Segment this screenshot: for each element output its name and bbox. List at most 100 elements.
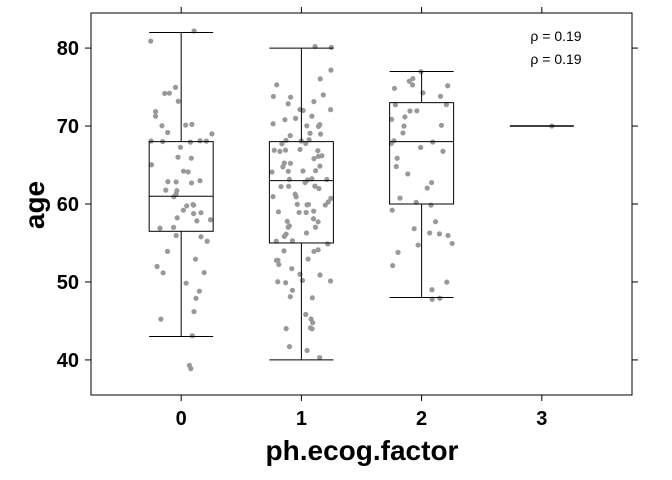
data-point xyxy=(407,108,413,114)
data-point xyxy=(297,146,303,153)
data-point xyxy=(281,248,287,254)
data-point xyxy=(180,168,187,174)
data-point xyxy=(325,241,331,247)
data-point xyxy=(313,168,319,174)
data-point xyxy=(406,78,412,84)
box-2 xyxy=(389,70,455,299)
data-point xyxy=(411,226,417,232)
data-point xyxy=(174,188,180,194)
data-point xyxy=(283,231,289,237)
data-point xyxy=(393,163,399,170)
data-point xyxy=(203,138,209,144)
data-point xyxy=(164,248,171,254)
data-point xyxy=(285,224,291,230)
data-point xyxy=(198,210,204,216)
y-axis: 40 50 60 70 80 xyxy=(57,38,638,372)
data-point xyxy=(402,114,408,120)
data-point xyxy=(424,185,430,191)
data-point xyxy=(173,179,179,185)
data-point xyxy=(152,109,159,115)
data-point xyxy=(304,123,310,129)
data-point xyxy=(305,256,311,262)
y-tick-label-60: 60 xyxy=(57,194,79,216)
data-point xyxy=(312,224,319,230)
data-point xyxy=(287,133,293,139)
data-point xyxy=(194,218,200,224)
data-point xyxy=(278,183,284,190)
data-point xyxy=(315,148,321,154)
data-point xyxy=(163,187,169,193)
jitter-points xyxy=(148,28,555,372)
data-point xyxy=(191,309,197,315)
box-0 xyxy=(148,31,214,338)
data-point xyxy=(293,115,299,121)
y-axis-title: age xyxy=(19,181,50,229)
x-axis-title: ph.ecog.factor xyxy=(266,435,459,466)
data-point xyxy=(189,333,195,339)
data-point xyxy=(397,195,403,201)
data-point xyxy=(317,354,323,361)
data-point xyxy=(282,117,288,123)
data-point xyxy=(300,168,306,174)
data-point xyxy=(180,207,186,213)
data-point xyxy=(270,194,276,200)
data-point xyxy=(175,98,181,104)
data-point xyxy=(287,294,293,300)
data-point xyxy=(282,147,289,153)
data-point xyxy=(289,266,295,272)
data-point xyxy=(296,209,302,216)
data-point xyxy=(204,238,210,244)
data-point xyxy=(303,209,309,216)
data-point xyxy=(310,320,316,326)
data-point xyxy=(307,130,313,136)
data-point xyxy=(192,256,199,262)
data-point xyxy=(277,148,283,154)
data-point xyxy=(159,123,165,129)
data-point xyxy=(283,326,289,332)
data-point xyxy=(160,270,166,276)
annotation-rho-2: ρ = 0.19 xyxy=(530,51,581,67)
x-tick-label-1: 1 xyxy=(296,408,307,430)
data-point xyxy=(299,277,306,284)
y-tick-label-50: 50 xyxy=(57,272,79,294)
data-point xyxy=(287,160,294,166)
data-point xyxy=(165,179,171,185)
data-point xyxy=(173,232,179,239)
data-point xyxy=(316,185,322,192)
data-point xyxy=(328,67,334,73)
data-point xyxy=(175,154,181,160)
data-point xyxy=(184,203,190,209)
box-rect-1 xyxy=(268,141,334,244)
data-point xyxy=(309,295,315,301)
data-point xyxy=(418,144,424,151)
box-1 xyxy=(268,47,334,361)
data-point xyxy=(328,44,334,50)
data-point xyxy=(287,94,294,100)
data-point xyxy=(391,85,398,91)
data-point xyxy=(275,209,282,215)
data-point xyxy=(162,90,168,97)
data-point xyxy=(324,176,330,183)
data-point xyxy=(154,263,160,270)
data-point xyxy=(322,202,328,208)
data-point xyxy=(148,162,155,168)
data-point xyxy=(304,347,310,354)
data-point xyxy=(414,108,420,114)
data-point xyxy=(186,362,192,368)
data-point xyxy=(197,138,203,144)
data-point xyxy=(306,137,312,143)
box-rect-0 xyxy=(148,141,214,232)
data-point xyxy=(172,84,179,90)
x-axis: 0 1 2 3 xyxy=(176,7,547,430)
data-point xyxy=(170,224,177,230)
data-point xyxy=(303,311,309,318)
data-point xyxy=(443,102,450,108)
data-point xyxy=(294,201,300,207)
data-point xyxy=(312,183,318,189)
data-point xyxy=(303,230,310,236)
data-point xyxy=(270,121,276,127)
data-point xyxy=(317,272,323,278)
data-point xyxy=(188,180,195,186)
data-point xyxy=(285,168,291,174)
data-point xyxy=(148,138,154,144)
